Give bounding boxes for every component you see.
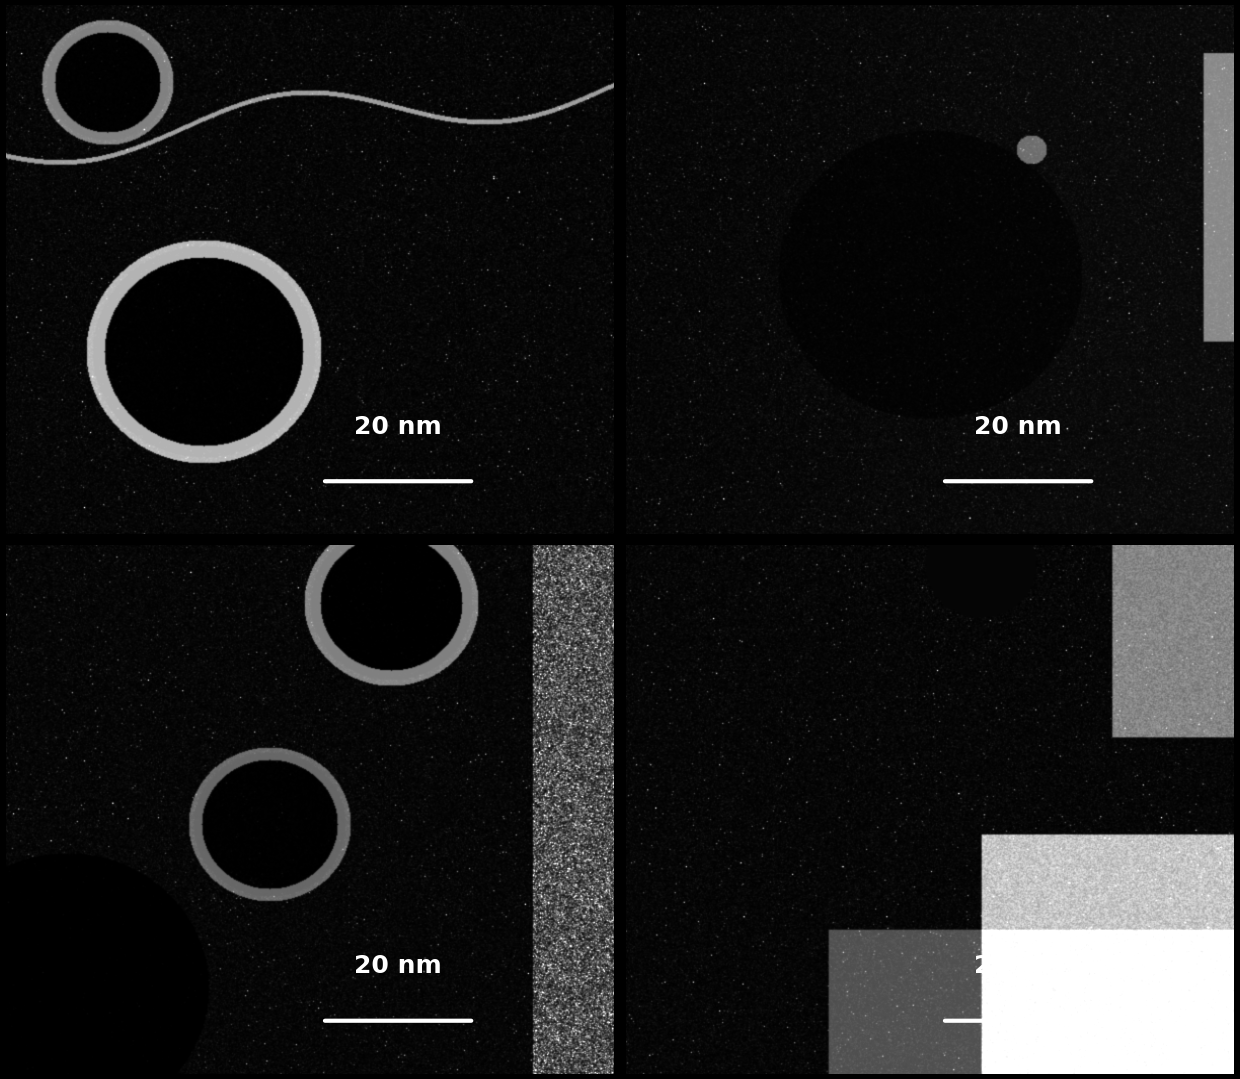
Text: 20 nm: 20 nm: [355, 955, 441, 979]
Text: 20 nm: 20 nm: [975, 415, 1061, 439]
Text: 20 nm: 20 nm: [355, 415, 441, 439]
Text: 20 nm: 20 nm: [975, 955, 1061, 979]
